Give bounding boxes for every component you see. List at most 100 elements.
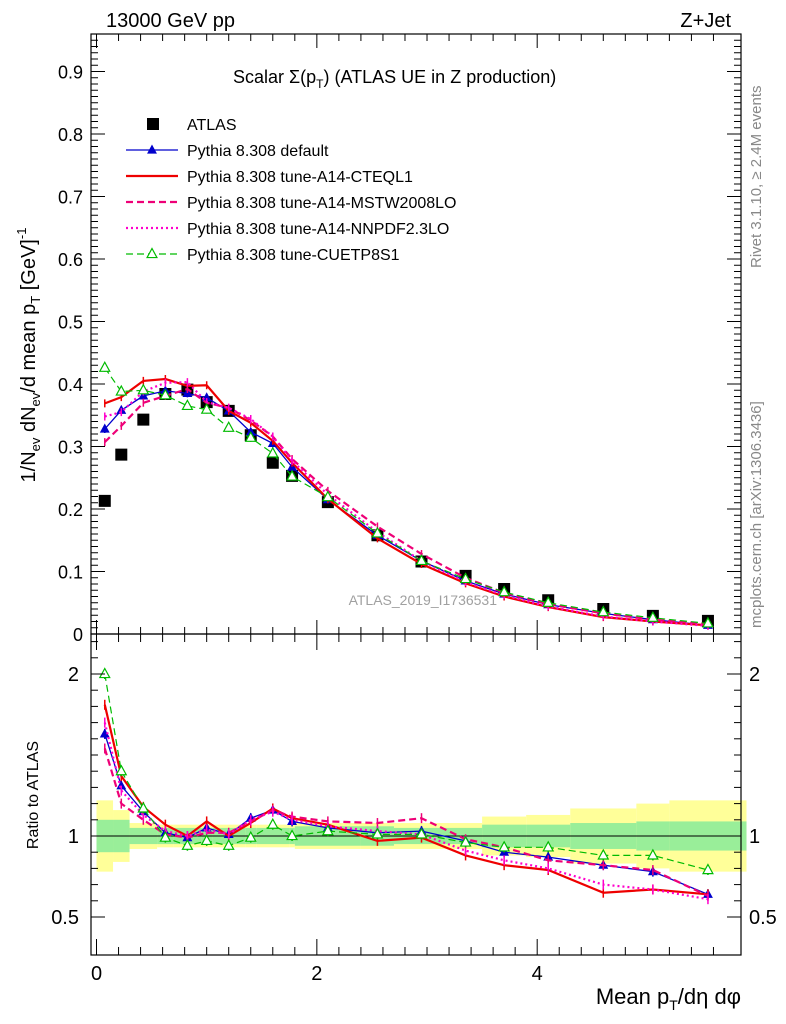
series-marker <box>244 430 257 442</box>
ratio-marker <box>498 840 511 852</box>
data-point <box>115 448 128 461</box>
ratio-frame <box>90 633 742 956</box>
main-y-axis-label: 1/Nev dNev/d mean pT [GeV]-1 <box>14 228 43 483</box>
series-marker <box>542 595 555 607</box>
ratio-band <box>91 800 747 872</box>
x-tick-label: 2 <box>311 963 322 985</box>
data-point <box>137 413 150 426</box>
chart-title: Scalar Σ(pT) (ATLAS UE in Z production) <box>233 67 556 91</box>
legend-label: Pythia 8.308 tune-A14-NNPDF2.3LO <box>187 221 449 238</box>
series-marker <box>98 360 111 372</box>
ratio-marker <box>646 848 659 860</box>
ratio-y-axis-label: Ratio to ATLAS <box>25 741 42 849</box>
y-tick-label: 0.4 <box>58 375 83 395</box>
ratio-marker <box>115 764 128 776</box>
ratio-y-tick-label-right: 0.5 <box>749 907 777 929</box>
ratio-panel: 0.5 0.5 1 1 2 2 0 2 4 <box>51 633 777 985</box>
ratio-line <box>103 704 708 896</box>
series-marker <box>459 572 472 584</box>
x-tick-label: 4 <box>532 963 543 985</box>
analysis-watermark: ATLAS_2019_I1736531 <box>349 592 498 608</box>
ratio-y-tick-label: 0.5 <box>51 907 79 929</box>
series-line <box>104 387 708 626</box>
mcplots-label: mcplots.cern.ch [arXiv:1306.3436] <box>748 401 765 628</box>
legend-marker <box>146 247 158 259</box>
series-marker <box>701 616 714 628</box>
series-line <box>104 390 708 626</box>
ratio-marker <box>597 848 610 860</box>
legend-entry: ATLAS <box>147 117 237 134</box>
legend-label: Pythia 8.308 default <box>187 143 329 160</box>
series-marker <box>498 585 511 597</box>
rivet-version-label: Rivet 3.1.10, ≥ 2.4M events <box>748 86 765 269</box>
legend-label: Pythia 8.308 tune-A14-MSTW2008LO <box>187 195 456 212</box>
legend-entry: Pythia 8.308 tune-A14-NNPDF2.3LO <box>126 221 449 238</box>
y-tick-label: 0.2 <box>58 500 83 520</box>
ratio-marker <box>222 838 235 850</box>
ratio-marker <box>137 801 150 813</box>
ratio-marker <box>99 728 110 738</box>
main-y-ticks: 0 0.1 0.2 0.3 0.4 0.5 0.6 0.7 0.8 0.9 <box>58 34 741 645</box>
y-tick-label: 0.8 <box>58 125 83 145</box>
series-0 <box>98 383 714 627</box>
series-line <box>104 367 708 624</box>
ratio-marker <box>371 827 384 839</box>
main-panel: 0 0.1 0.2 0.3 0.4 0.5 0.6 0.7 0.8 0.9 <box>58 33 742 645</box>
y-tick-label: 0 <box>73 625 83 645</box>
y-tick-label: 0.9 <box>58 63 83 83</box>
series-line <box>104 380 708 627</box>
series-marker <box>266 446 279 458</box>
ratio-marker <box>459 835 472 847</box>
series-marker <box>99 423 110 433</box>
ratio-y-tick-label-right: 1 <box>749 826 760 848</box>
series-marker <box>137 383 150 395</box>
y-tick-label: 0.1 <box>58 563 83 583</box>
series-line <box>104 377 708 627</box>
ratio-marker <box>701 863 714 875</box>
series-marker <box>286 469 299 481</box>
legend-entry: Pythia 8.308 tune-CUETP8S1 <box>126 247 400 264</box>
x-axis-label: Mean pT/dη dφ <box>596 984 741 1013</box>
legend-label: Pythia 8.308 tune-CUETP8S1 <box>187 247 400 264</box>
series-marker <box>200 402 213 414</box>
energy-label: 13000 GeV pp <box>106 10 235 32</box>
series-marker <box>415 554 428 566</box>
ratio-marker <box>244 830 257 842</box>
legend-marker <box>147 144 157 154</box>
data-point <box>98 494 111 507</box>
legend-entry: Pythia 8.308 default <box>126 143 329 160</box>
legend-entry: Pythia 8.308 tune-A14-CTEQL1 <box>126 169 413 186</box>
ratio-y-tick-label: 1 <box>68 826 79 848</box>
ratio-marker <box>116 780 127 790</box>
main-curves <box>98 360 714 630</box>
ratio-marker <box>266 817 279 829</box>
ratio-marker <box>415 827 428 839</box>
ratio-curves <box>98 667 714 905</box>
ratio-y-tick-label: 2 <box>68 664 79 686</box>
y-tick-label: 0.6 <box>58 250 83 270</box>
ratio-marker <box>181 838 194 850</box>
legend-marker <box>147 118 159 130</box>
series-5 <box>98 360 714 628</box>
series-marker <box>159 388 172 400</box>
ratio-series-4 <box>98 667 714 876</box>
ratio-frame-box <box>90 633 742 956</box>
y-tick-label: 0.7 <box>58 188 83 208</box>
series-marker <box>371 526 384 538</box>
ratio-series-1 <box>103 699 709 900</box>
ratio-ticks: 0.5 0.5 1 1 2 2 0 2 4 <box>51 634 777 985</box>
series-marker <box>222 420 235 432</box>
ratio-marker <box>542 840 555 852</box>
ratio-marker <box>200 834 213 846</box>
series-marker <box>115 384 128 396</box>
legend: ATLAS Pythia 8.308 default Pythia 8.308 tu… <box>126 117 456 264</box>
process-label: Z+Jet <box>680 10 731 32</box>
ratio-marker <box>98 667 111 679</box>
y-tick-label: 0.5 <box>58 313 83 333</box>
legend-entry: Pythia 8.308 tune-A14-MSTW2008LO <box>126 195 456 212</box>
ratio-marker <box>321 824 334 836</box>
data-point <box>266 456 279 469</box>
series-marker <box>646 610 659 622</box>
series-marker <box>321 490 334 502</box>
